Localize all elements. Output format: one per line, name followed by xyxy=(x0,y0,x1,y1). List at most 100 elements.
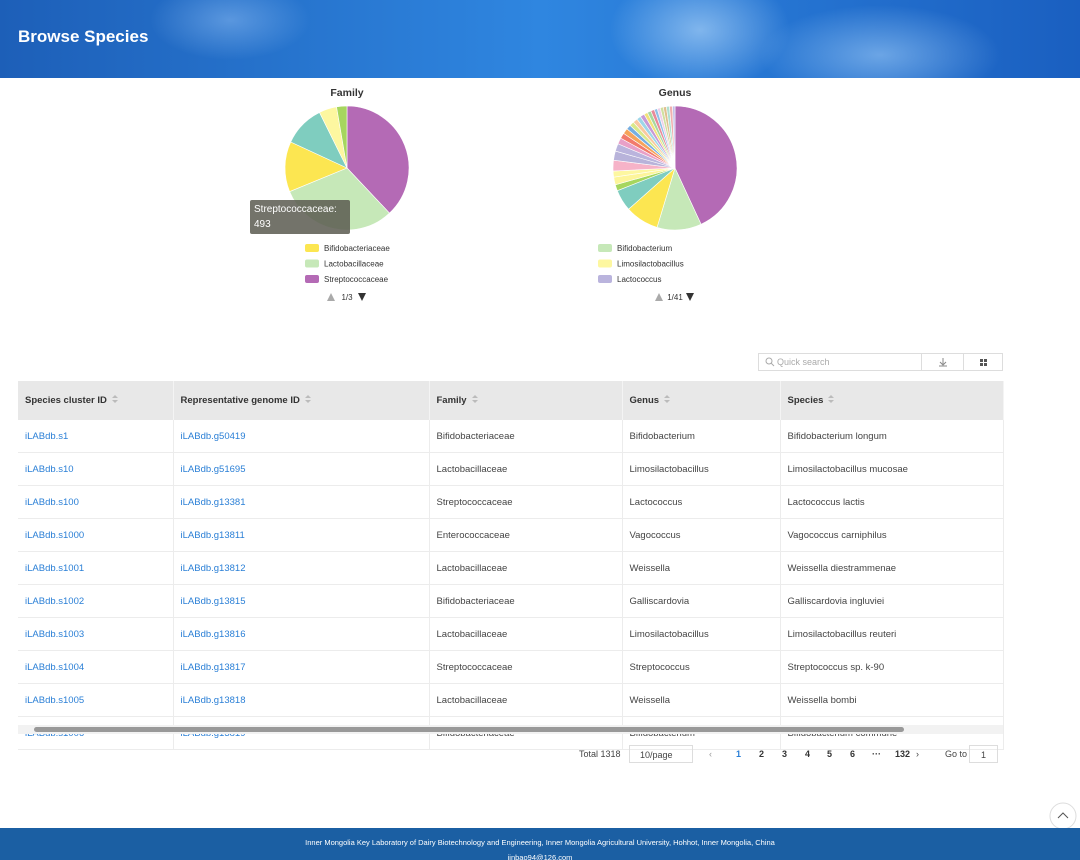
horizontal-scrollbar[interactable] xyxy=(18,725,1003,734)
chart-title: Genus xyxy=(659,87,692,99)
column-title: Family xyxy=(436,395,467,406)
column-title: Species cluster ID xyxy=(25,395,107,406)
page-number[interactable]: 1 xyxy=(736,749,742,759)
download-icon xyxy=(939,358,947,367)
id-link: iLABdb.g13816 xyxy=(173,617,430,651)
id-link: iLABdb.s1004 xyxy=(18,650,174,684)
sort-arrows xyxy=(664,395,671,403)
table-cell: Vagococcus carniphilus xyxy=(780,518,1004,552)
table-toolbar: Quick search xyxy=(758,353,1003,371)
id-link: iLABdb.g50419 xyxy=(173,420,430,453)
sort-arrows xyxy=(304,395,311,403)
table-cell: Streptococcaceae xyxy=(429,485,623,519)
table-cell: Bifidobacterium longum xyxy=(780,420,1004,453)
page-number[interactable]: 5 xyxy=(827,749,833,759)
table-row: iLABdb.s1002 iLABdb.g13815 Bifidobacteriac… xyxy=(18,584,1004,618)
legend-page: 1/3 xyxy=(341,293,353,302)
legend-label: Bifidobacterium xyxy=(617,244,672,253)
column-header: Genus xyxy=(622,381,781,420)
page-title: Browse Species xyxy=(18,27,149,46)
search-icon xyxy=(765,357,775,367)
page-number[interactable]: 2 xyxy=(759,749,765,759)
header-banner: Browse Species xyxy=(0,0,1080,78)
tooltip: Streptococcaceae: 493 37.41% xyxy=(250,200,350,245)
table-cell: Lactobacillaceae xyxy=(429,683,623,717)
prev-page[interactable]: ‹ xyxy=(709,749,712,759)
id-link: iLABdb.s100 xyxy=(18,485,174,519)
column-title: Genus xyxy=(629,395,660,406)
table-row: iLABdb.s1004 iLABdb.g13817 Streptococcacea… xyxy=(18,650,1004,684)
legend-label: Limosilactobacillus xyxy=(617,260,684,269)
species-table: Species cluster ID Representative genome … xyxy=(18,381,1004,750)
download-button[interactable] xyxy=(922,354,964,370)
sort-icon xyxy=(304,395,311,403)
columns-button[interactable] xyxy=(964,354,1002,370)
table-row: iLABdb.s100 iLABdb.g13381 Streptococcaceae… xyxy=(18,485,1004,519)
legend-swatch xyxy=(305,275,319,283)
legend-swatch xyxy=(305,259,319,268)
next-page[interactable]: › xyxy=(916,749,919,759)
table-cell: Lactobacillaceae xyxy=(429,617,623,651)
page-size: 10/page xyxy=(640,750,673,760)
sort-icon xyxy=(828,395,835,403)
id-link: iLABdb.g13815 xyxy=(173,584,430,618)
sort-icon xyxy=(471,395,478,403)
id-link: iLABdb.g13818 xyxy=(173,683,430,717)
search-placeholder: Quick search xyxy=(777,357,830,367)
legend-swatch xyxy=(598,259,612,268)
legend-next xyxy=(358,293,366,301)
table-cell: Limosilactobacillus xyxy=(622,617,781,651)
legend-swatch xyxy=(598,244,612,252)
pie-slice xyxy=(346,105,410,214)
total-count: Total 1318 xyxy=(579,749,621,759)
page-number[interactable]: ··· xyxy=(872,749,881,759)
column-header: Representative genome ID xyxy=(173,381,430,420)
legend-label: Streptococcaceae xyxy=(324,275,389,284)
table-cell: Bifidobacteriaceae xyxy=(429,584,623,618)
tooltip-percent: 37.41% xyxy=(254,234,288,245)
footer-address: Inner Mongolia Key Laboratory of Dairy B… xyxy=(305,838,775,847)
scroll-thumb[interactable] xyxy=(34,727,904,732)
table-cell: Lactobacillaceae xyxy=(429,452,623,486)
grid-icon xyxy=(980,359,987,366)
goto-label: Go to xyxy=(945,749,968,759)
legend-prev xyxy=(655,293,663,301)
table-cell: Enterococcaceae xyxy=(429,518,623,552)
table-row: iLABdb.s10 iLABdb.g51695 Lactobacillaceae L… xyxy=(18,452,1004,486)
table-cell: Weissella xyxy=(622,551,781,585)
id-link: iLABdb.g13811 xyxy=(173,518,430,552)
table-cell: Weissella bombi xyxy=(780,683,1004,717)
table-cell: Streptococcus xyxy=(622,650,781,684)
table-cell: Bifidobacterium xyxy=(622,420,781,453)
legend-label: Bifidobacteriaceae xyxy=(324,244,390,253)
pagination: Total 1318 10/page ‹ › Go to 1 1 2 3 4 5 6 ···… xyxy=(0,745,1080,765)
page-number[interactable]: 3 xyxy=(782,749,788,759)
table-cell: Galliscardovia ingluviei xyxy=(780,584,1004,618)
sort-arrows xyxy=(111,395,118,403)
legend-prev xyxy=(327,293,335,301)
goto-input[interactable]: 1 xyxy=(969,745,998,763)
page-size-select[interactable]: 10/page xyxy=(629,745,693,763)
column-header: Species xyxy=(780,381,1004,420)
table-cell: Streptococcus sp. k-90 xyxy=(780,650,1004,684)
page-number[interactable]: 4 xyxy=(805,749,811,759)
table-row: iLABdb.s1000 iLABdb.g13811 Enterococcaceae… xyxy=(18,518,1004,552)
page-number[interactable]: 132 xyxy=(895,749,911,759)
legend-label: Lactobacillaceae xyxy=(324,260,384,269)
search-input[interactable]: Quick search xyxy=(759,354,922,370)
table-cell: Lactobacillaceae xyxy=(429,551,623,585)
sort-icon xyxy=(111,395,118,403)
page-number[interactable]: 6 xyxy=(850,749,856,759)
sort-arrows xyxy=(828,395,835,403)
table-body: iLABdb.s1 iLABdb.g50419 Bifidobacteriaceae… xyxy=(18,420,1004,750)
id-link: iLABdb.g51695 xyxy=(173,452,430,486)
table-cell: Weissella xyxy=(622,683,781,717)
legend-next xyxy=(686,293,694,301)
table-cell: Galliscardovia xyxy=(622,584,781,618)
id-link: iLABdb.g13817 xyxy=(173,650,430,684)
id-link: iLABdb.s1001 xyxy=(18,551,174,585)
table-cell: Limosilactobacillus xyxy=(622,452,781,486)
id-link: iLABdb.s1005 xyxy=(18,683,174,717)
back-to-top[interactable] xyxy=(1049,802,1077,830)
